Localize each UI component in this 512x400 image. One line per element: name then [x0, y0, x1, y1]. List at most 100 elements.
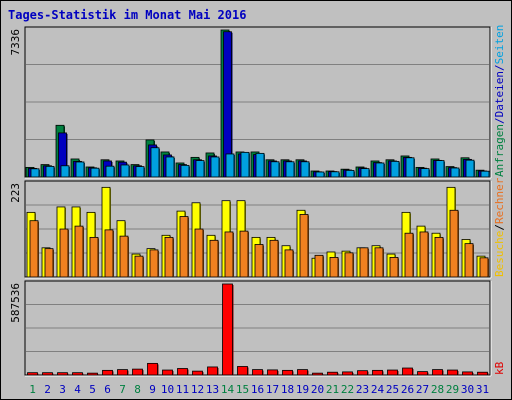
bar-seiten-day-26 [405, 157, 415, 178]
legend-item: Rechner [493, 177, 506, 224]
x-tick-label-day-8: 8 [134, 383, 141, 396]
bar-kb-day-10 [162, 369, 173, 376]
x-tick-label-day-18: 18 [281, 383, 294, 396]
bar-kb-day-24 [372, 369, 383, 376]
x-tick-label-day-27: 27 [416, 383, 429, 396]
bar-seiten-day-16 [255, 152, 265, 178]
x-tick-label-day-17: 17 [266, 383, 279, 396]
bar-seiten-day-31 [480, 170, 490, 178]
bar-rechner-day-11 [179, 216, 189, 278]
x-tick-label-day-16: 16 [251, 383, 264, 396]
bar-rechner-day-14 [224, 231, 234, 278]
bar-kb-day-18 [282, 369, 293, 376]
legend-item: Seiten [493, 25, 506, 65]
bar-seiten-day-19 [300, 161, 310, 178]
bar-seiten-day-13 [210, 156, 220, 178]
panel-bottom: 587536 kB [9, 280, 506, 377]
bar-rechner-day-5 [89, 236, 99, 278]
bar-kb-day-23 [357, 370, 368, 376]
bar-rechner-day-7 [119, 235, 129, 278]
bar-kb-day-6 [102, 369, 113, 376]
bar-rechner-day-23 [359, 247, 369, 278]
bar-kb-day-14 [222, 283, 233, 376]
panel-top: 7336 Anfragen/Dateien/Seiten [9, 25, 506, 179]
y-max-label: 223 [9, 183, 22, 203]
bar-seiten-day-29 [450, 167, 460, 178]
bar-rechner-day-3 [59, 228, 69, 278]
bar-kb-day-17 [267, 369, 278, 376]
x-tick-label-day-26: 26 [401, 383, 414, 396]
bar-kb-day-20 [312, 372, 323, 376]
bar-kb-day-28 [432, 369, 443, 376]
x-tick-label-day-28: 28 [431, 383, 444, 396]
bar-rechner-day-24 [374, 247, 384, 278]
x-tick-label-day-14: 14 [221, 383, 235, 396]
bar-rechner-day-19 [299, 214, 309, 278]
x-tick-label-day-7: 7 [119, 383, 126, 396]
legend-item: Besuche [493, 231, 506, 277]
x-tick-label-day-6: 6 [104, 383, 111, 396]
x-tick-label-day-9: 9 [149, 383, 156, 396]
bar-rechner-day-9 [149, 249, 159, 278]
bar-rechner-day-21 [329, 256, 339, 278]
x-tick-label-day-1: 1 [29, 383, 36, 396]
panel-legend: Anfragen/Dateien/Seiten [493, 25, 506, 177]
bar-rechner-day-10 [164, 236, 174, 278]
x-tick-label-day-2: 2 [44, 383, 51, 396]
bar-seiten-day-23 [360, 168, 370, 178]
legend-item: / [493, 64, 506, 71]
bar-seiten-day-25 [390, 160, 400, 178]
bar-kb-day-30 [462, 371, 473, 376]
bar-kb-day-12 [192, 370, 203, 376]
bar-kb-day-7 [117, 369, 128, 376]
bar-rechner-day-20 [314, 254, 324, 278]
bar-kb-day-1 [27, 372, 38, 376]
x-tick-label-day-21: 21 [326, 383, 339, 396]
bar-kb-day-4 [72, 372, 83, 376]
bar-seiten-day-14 [225, 153, 235, 178]
bar-seiten-day-2 [45, 165, 55, 178]
bar-seiten-day-30 [465, 159, 475, 178]
bar-kb-day-27 [417, 371, 428, 376]
bar-seiten-day-1 [30, 168, 40, 178]
bar-kb-day-21 [327, 371, 338, 376]
bar-kb-day-5 [87, 372, 98, 376]
x-tick-label-day-10: 10 [161, 383, 174, 396]
bar-kb-day-22 [342, 371, 353, 376]
bar-kb-day-8 [132, 368, 143, 376]
bar-seiten-day-5 [90, 167, 100, 178]
bar-seiten-day-4 [75, 161, 85, 178]
bar-seiten-day-22 [345, 169, 355, 178]
bar-rechner-day-29 [449, 209, 459, 278]
legend-item: / [493, 224, 506, 231]
x-tick-label-day-31: 31 [476, 383, 489, 396]
panel-legend: Besuche/Rechner [493, 177, 506, 277]
x-tick-label-day-22: 22 [341, 383, 354, 396]
legend-item: Dateien [493, 71, 506, 117]
bar-kb-day-9 [147, 362, 158, 376]
panel-legend: kB [493, 361, 506, 375]
bar-seiten-day-10 [165, 156, 175, 178]
legend-item: kB [493, 361, 506, 375]
bar-rechner-day-4 [74, 225, 84, 278]
bar-seiten-day-12 [195, 160, 205, 178]
bar-rechner-day-16 [254, 244, 264, 278]
bar-kb-day-29 [447, 369, 458, 376]
bar-kb-day-16 [252, 369, 263, 376]
x-tick-label-day-11: 11 [176, 383, 189, 396]
bar-seiten-day-11 [180, 164, 190, 178]
bar-rechner-day-30 [464, 243, 474, 278]
x-tick-label-day-29: 29 [446, 383, 459, 396]
bar-kb-day-31 [477, 371, 488, 376]
x-tick-label-day-20: 20 [311, 383, 324, 396]
bar-rechner-day-15 [239, 230, 249, 278]
y-max-label: 7336 [9, 29, 22, 56]
bar-seiten-day-9 [150, 147, 160, 178]
x-tick-label-day-23: 23 [356, 383, 369, 396]
bar-rechner-day-8 [134, 255, 144, 278]
bar-kb-day-26 [402, 367, 413, 376]
bar-rechner-day-31 [479, 257, 489, 278]
legend-item: / [493, 117, 506, 124]
